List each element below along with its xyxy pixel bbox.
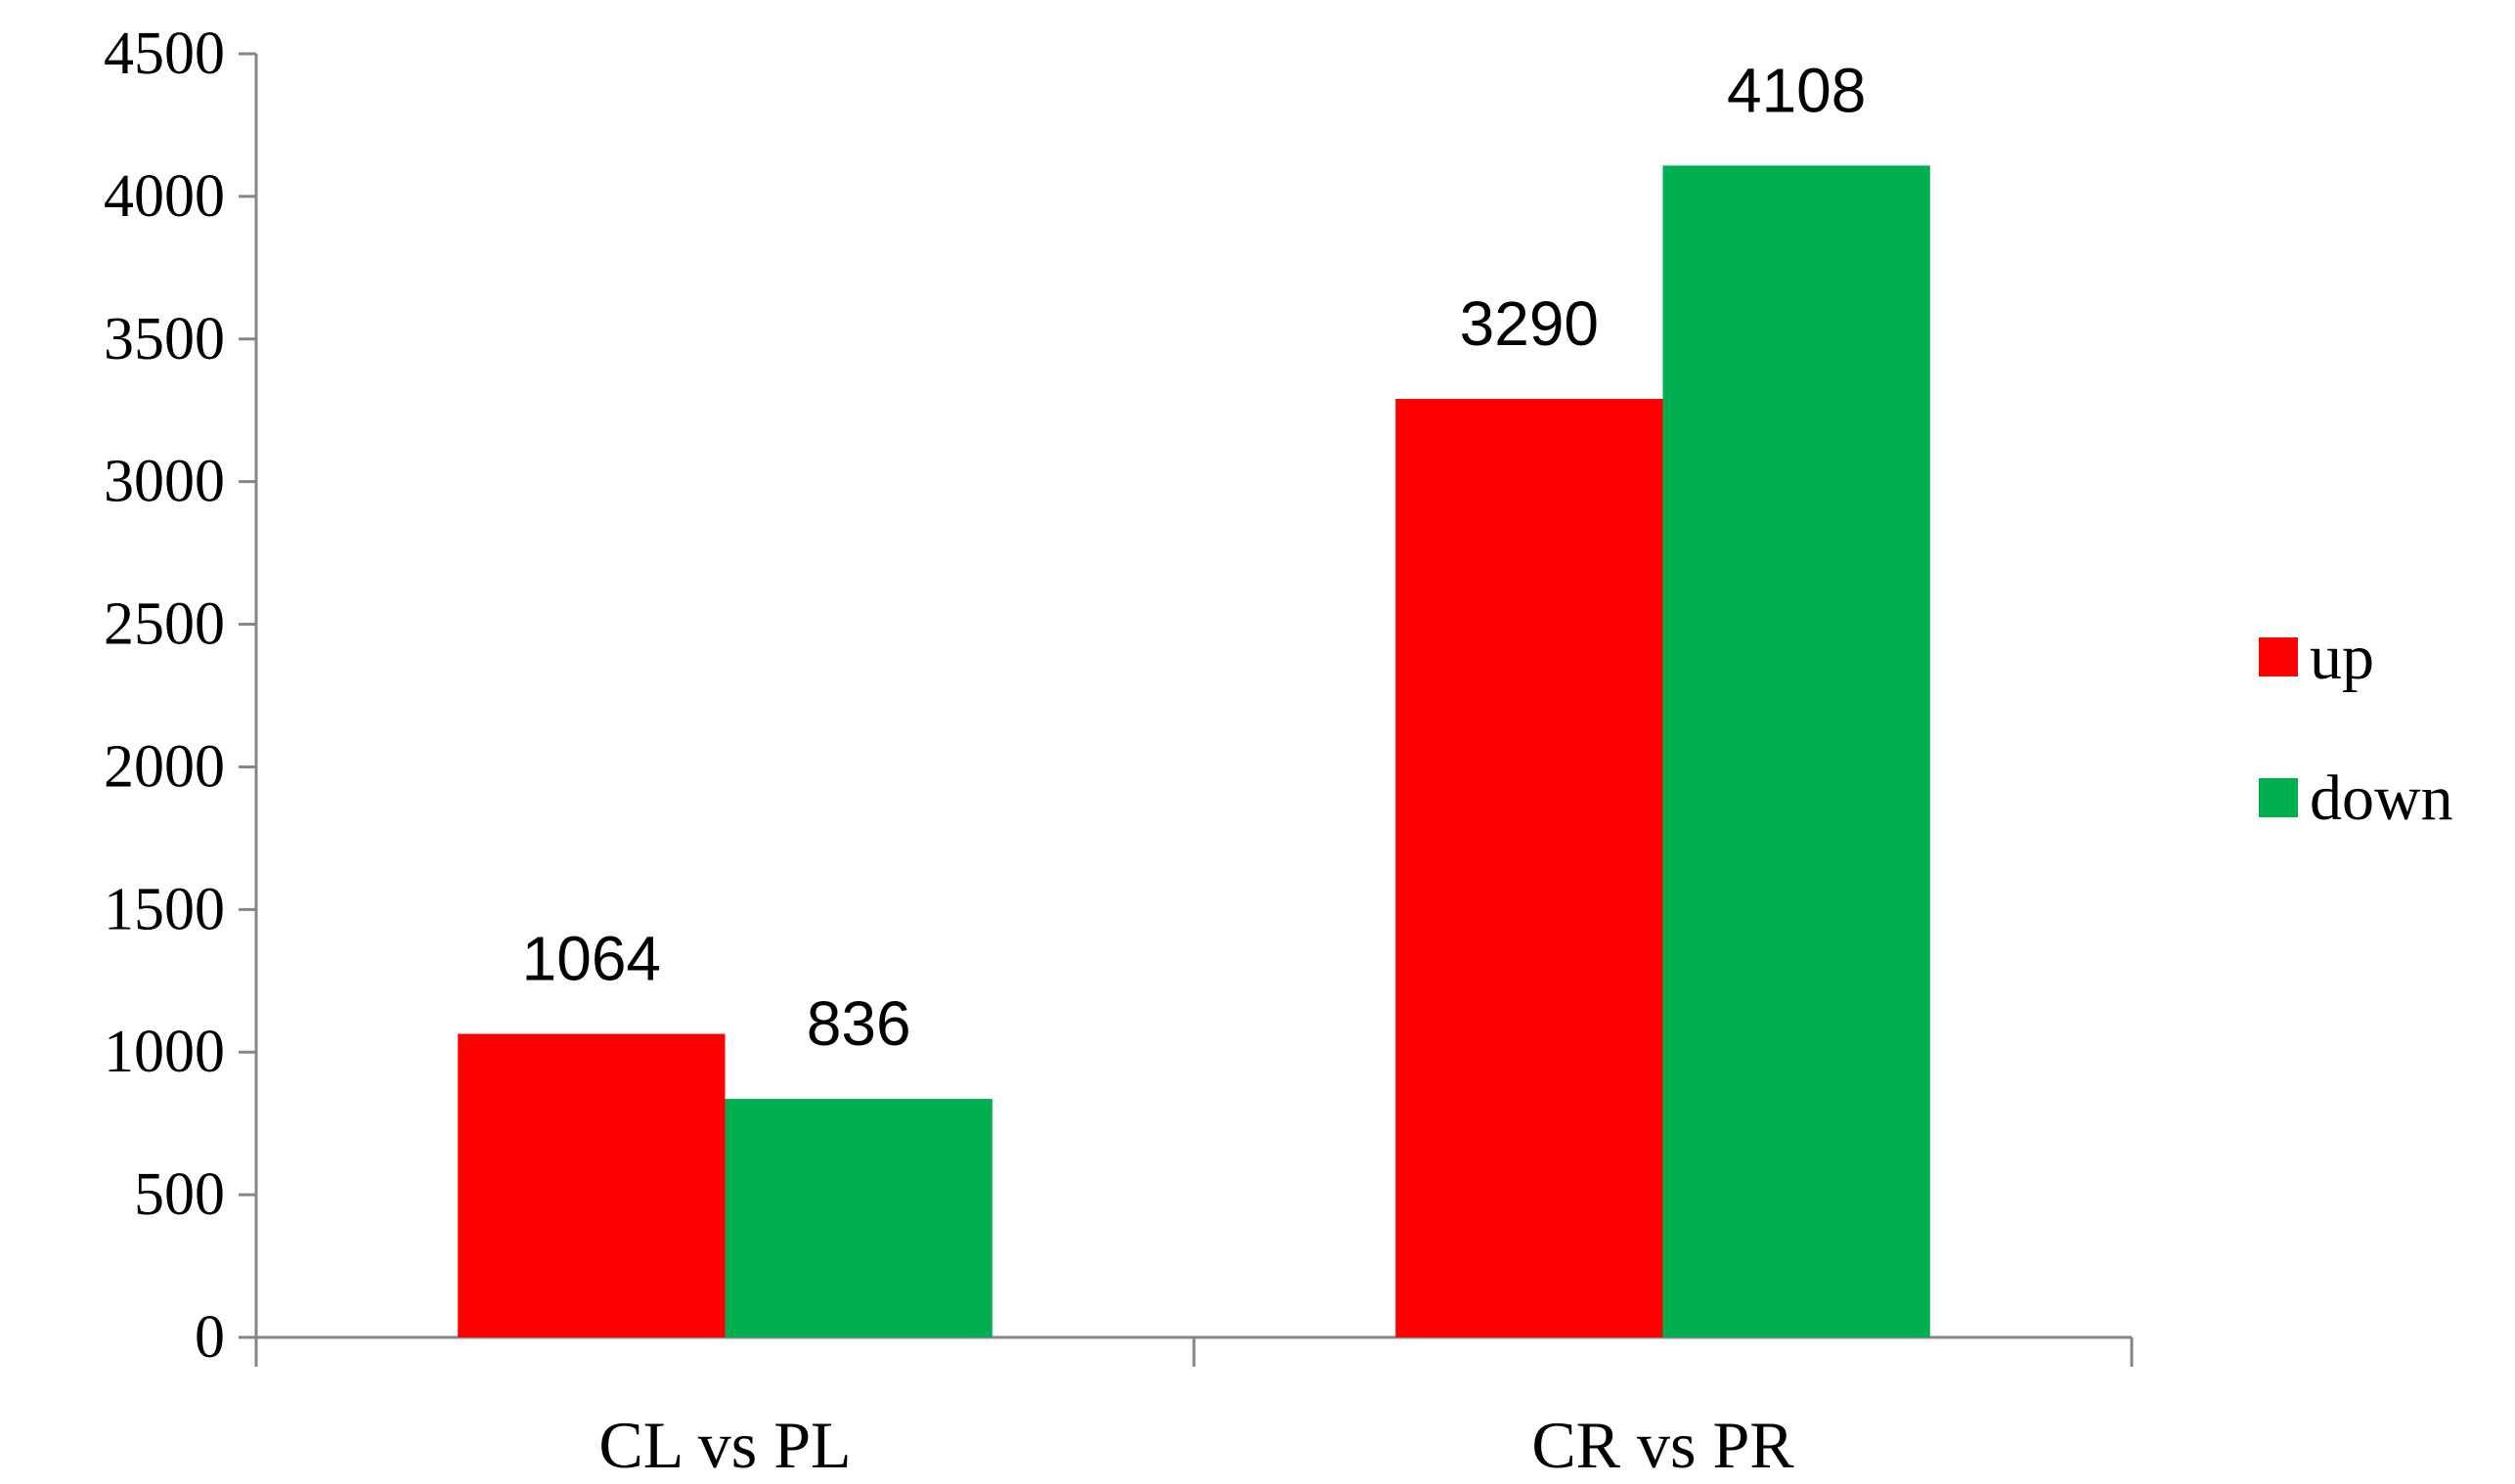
bar-up bbox=[458, 1033, 726, 1337]
y-tick-label: 0 bbox=[195, 1304, 225, 1371]
legend-label: up bbox=[2310, 622, 2374, 693]
labels: 1064 836 3290 4108 bbox=[522, 55, 1867, 1059]
axes: 0 500 1000 1500 2000 2500 3000 3500 4000 4500 CL v… bbox=[104, 21, 2134, 1482]
legend-label: down bbox=[2310, 763, 2453, 834]
data-label: 4108 bbox=[1727, 55, 1866, 125]
x-category-label: CR vs PR bbox=[1531, 1408, 1794, 1482]
y-tick-label: 3000 bbox=[104, 449, 225, 515]
data-label: 1064 bbox=[522, 924, 661, 994]
y-tick-label: 1000 bbox=[104, 1019, 225, 1085]
legend: up down bbox=[2259, 622, 2453, 834]
bars bbox=[458, 165, 1930, 1337]
y-tick-label: 2500 bbox=[104, 591, 225, 658]
data-label: 836 bbox=[807, 988, 911, 1059]
bar-up bbox=[1395, 399, 1663, 1337]
y-tick-label: 2000 bbox=[104, 733, 225, 800]
y-tick-label: 1500 bbox=[104, 876, 225, 942]
legend-swatch-down bbox=[2259, 778, 2298, 817]
x-category-label: CL vs PL bbox=[598, 1408, 851, 1482]
y-tick-label: 4500 bbox=[104, 21, 225, 87]
bar-down bbox=[725, 1099, 993, 1337]
y-tick-label: 3500 bbox=[104, 306, 225, 372]
y-tick-label: 4000 bbox=[104, 163, 225, 230]
bar-down bbox=[1662, 165, 1930, 1337]
y-tick-label: 500 bbox=[134, 1161, 225, 1228]
legend-swatch-up bbox=[2259, 637, 2298, 677]
data-label: 3290 bbox=[1460, 288, 1599, 359]
